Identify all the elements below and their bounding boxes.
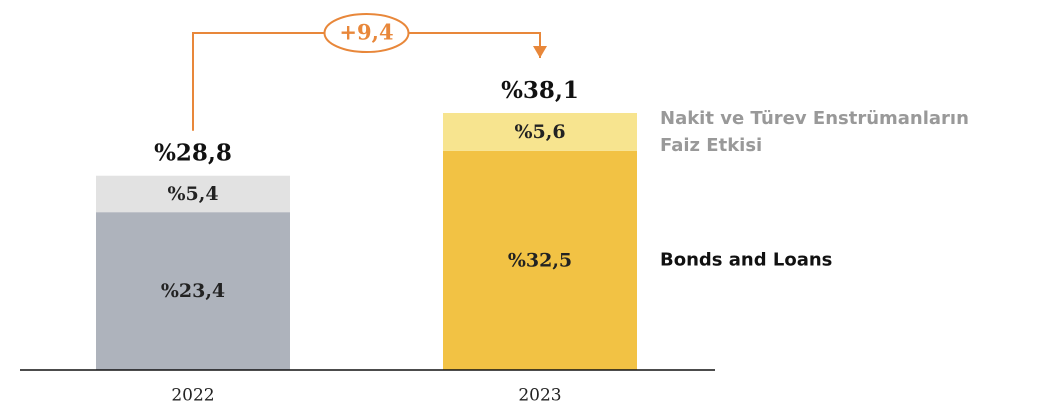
arrow-head (533, 46, 547, 58)
x-tick-label: 2022 (171, 386, 214, 406)
value-label: %5,4 (167, 183, 218, 205)
value-label: %5,6 (514, 121, 565, 143)
total-label: %28,8 (154, 140, 232, 167)
legend-label: Nakit ve Türev Enstrümanların Faiz Etkisi (660, 108, 969, 156)
bar-segment (96, 175, 290, 213)
x-tick-label: 2023 (518, 386, 561, 406)
change-badge (323, 13, 410, 53)
value-label: %23,4 (161, 280, 225, 302)
bar-segment (443, 113, 637, 151)
bar-segment (443, 150, 637, 370)
change-label: +9,4 (339, 20, 393, 45)
bar-segment (96, 212, 290, 370)
value-label: %32,5 (508, 249, 572, 271)
total-label: %38,1 (501, 77, 579, 104)
legend-label: Bonds and Loans (660, 249, 832, 270)
